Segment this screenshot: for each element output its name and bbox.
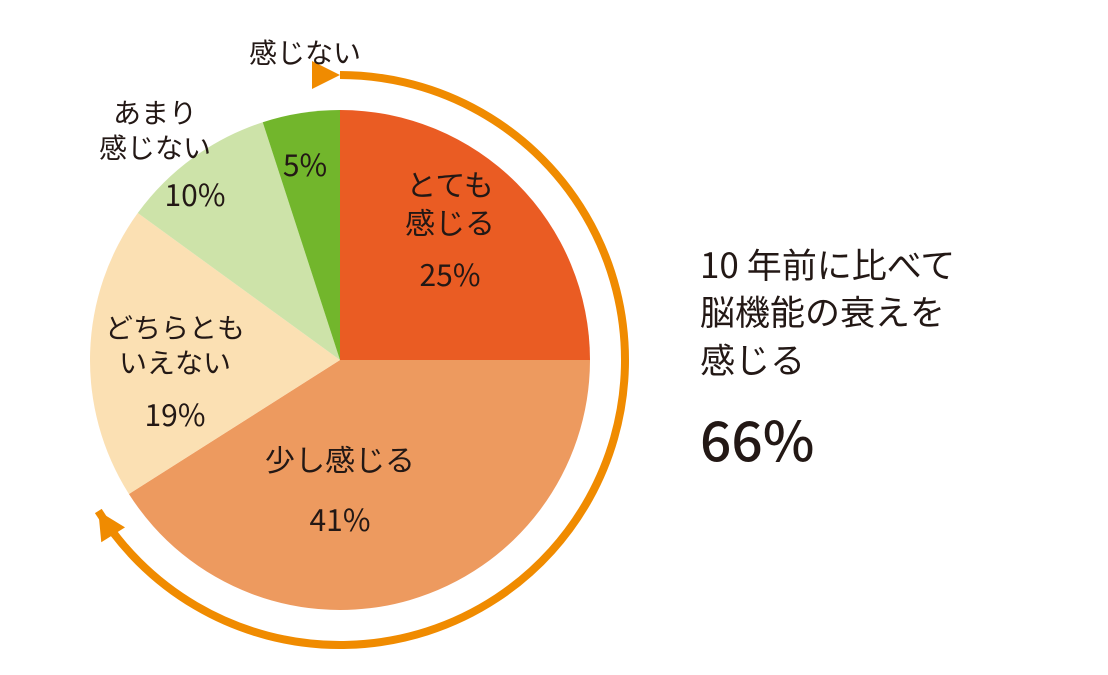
slice-value-little: 41% <box>310 500 371 538</box>
slice-value-no: 5% <box>283 145 327 183</box>
slice-label-neither: どちらとも いえない <box>105 310 245 380</box>
slice-label-little: 少し感じる <box>265 440 415 478</box>
summary-block: 10 年前に比べて 脳機能の衰えを 感じる 66% <box>700 240 955 474</box>
slice-value-very: 25% <box>420 255 481 293</box>
slice-label-notmuch: あまり 感じない <box>99 95 211 165</box>
chart-stage: とても 感じる 25% 少し感じる 41% どちらとも いえない 19% あまり 感じない 1… <box>0 0 1108 648</box>
slice-label-very: とても 感じる <box>405 165 495 240</box>
slice-value-neither: 19% <box>145 395 206 433</box>
slice-value-notmuch: 10% <box>165 175 226 213</box>
summary-percent: 66% <box>700 400 955 474</box>
summary-text: 10 年前に比べて 脳機能の衰えを 感じる <box>700 240 955 382</box>
slice-label-no: 感じない <box>249 35 361 70</box>
